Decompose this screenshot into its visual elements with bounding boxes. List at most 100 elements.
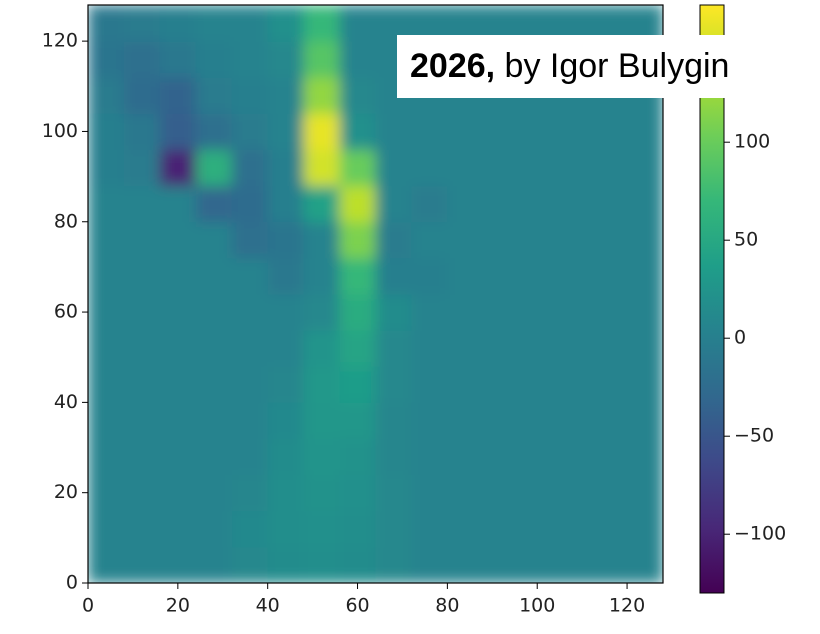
heatmap-cell	[303, 474, 341, 512]
heatmap-cell	[195, 330, 233, 367]
heatmap-cell	[627, 149, 663, 187]
heatmap-cell	[303, 438, 341, 476]
heatmap-cell	[195, 41, 233, 78]
heatmap-cell	[195, 113, 233, 150]
heatmap-cell	[483, 402, 520, 439]
heatmap-cell	[159, 149, 197, 187]
heatmap-cell	[447, 257, 484, 295]
x-tick-label: 20	[166, 595, 190, 617]
plot-frame	[87, 4, 664, 584]
heatmap-cell	[195, 366, 233, 403]
heatmap-cell	[339, 438, 376, 476]
heatmap-cell	[267, 366, 305, 403]
heatmap-cell	[159, 510, 197, 548]
heatmap-cell	[591, 185, 628, 223]
heatmap-cell	[88, 546, 125, 583]
y-tick-label: 120	[42, 30, 78, 52]
heatmap-cell	[447, 366, 484, 403]
heatmap-cell	[411, 221, 448, 259]
heatmap	[88, 5, 663, 583]
heatmap-cell	[555, 474, 592, 512]
heatmap-cell	[159, 257, 197, 295]
heatmap-cell	[519, 510, 556, 548]
heatmap-cell	[627, 294, 663, 331]
heatmap-cell	[555, 510, 592, 548]
heatmap-cell	[411, 113, 448, 150]
heatmap-cell	[411, 402, 448, 439]
heatmap-cell	[519, 257, 556, 295]
heatmap-cell	[411, 257, 448, 295]
heatmap-cell	[555, 366, 592, 403]
heatmap-cell	[303, 5, 341, 42]
heatmap-cell	[267, 474, 305, 512]
heatmap-cell	[483, 294, 520, 331]
heatmap-cell	[519, 402, 556, 439]
heatmap-cell	[555, 149, 592, 187]
heatmap-cell	[303, 77, 341, 114]
heatmap-cell	[231, 438, 269, 476]
heatmap-cell	[627, 366, 663, 403]
heatmap-cell	[627, 185, 663, 223]
heatmap-cell	[627, 257, 663, 295]
heatmap-cell	[231, 41, 269, 78]
heatmap-cell	[159, 221, 197, 259]
heatmap-cell	[303, 41, 341, 78]
heatmap-cell	[339, 77, 376, 114]
heatmap-cell	[591, 438, 628, 476]
annotation-bold: 2026,	[410, 47, 495, 85]
heatmap-cell	[555, 185, 592, 223]
heatmap-cell	[591, 510, 628, 548]
heatmap-cell	[555, 402, 592, 439]
heatmap-cell	[88, 41, 125, 78]
heatmap-cell	[231, 149, 269, 187]
heatmap-cell	[267, 41, 305, 78]
heatmap-cells	[88, 5, 663, 583]
heatmap-cell	[267, 113, 305, 150]
heatmap-cell	[447, 402, 484, 439]
heatmap-cell	[411, 294, 448, 331]
heatmap-cell	[447, 510, 484, 548]
y-tick-label: 80	[54, 210, 78, 232]
heatmap-cell	[303, 221, 341, 259]
heatmap-cell	[267, 546, 305, 583]
heatmap-cell	[483, 546, 520, 583]
heatmap-cell	[267, 438, 305, 476]
heatmap-cell	[519, 185, 556, 223]
heatmap-cell	[159, 113, 197, 150]
heatmap-cell	[195, 77, 233, 114]
heatmap-cell	[339, 510, 376, 548]
heatmap-cell	[591, 294, 628, 331]
y-tick-label: 60	[54, 301, 78, 323]
heatmap-cell	[123, 402, 161, 439]
heatmap-cell	[555, 294, 592, 331]
heatmap-cell	[123, 438, 161, 476]
heatmap-cell	[195, 185, 233, 223]
heatmap-cell	[483, 257, 520, 295]
heatmap-cell	[123, 185, 161, 223]
heatmap-cell	[411, 510, 448, 548]
heatmap-cell	[88, 5, 125, 42]
y-tick-label: 20	[54, 481, 78, 503]
heatmap-cell	[195, 5, 233, 42]
heatmap-cell	[231, 402, 269, 439]
heatmap-cell	[231, 257, 269, 295]
heatmap-cell	[339, 366, 376, 403]
heatmap-cell	[375, 221, 412, 259]
heatmap-cell	[447, 546, 484, 583]
heatmap-cell	[267, 257, 305, 295]
heatmap-cell	[483, 185, 520, 223]
annotation: 2026, by Igor Bulygin	[410, 47, 729, 85]
x-tick-label: 120	[609, 595, 645, 617]
heatmap-cell	[123, 257, 161, 295]
heatmap-cell	[159, 330, 197, 367]
heatmap-cell	[375, 510, 412, 548]
heatmap-cell	[555, 330, 592, 367]
heatmap-cell	[627, 510, 663, 548]
heatmap-cell	[88, 185, 125, 223]
heatmap-cell	[519, 474, 556, 512]
heatmap-cell	[339, 113, 376, 150]
heatmap-cell	[195, 149, 233, 187]
heatmap-cell	[339, 474, 376, 512]
heatmap-cell	[303, 510, 341, 548]
heatmap-cell	[88, 149, 125, 187]
